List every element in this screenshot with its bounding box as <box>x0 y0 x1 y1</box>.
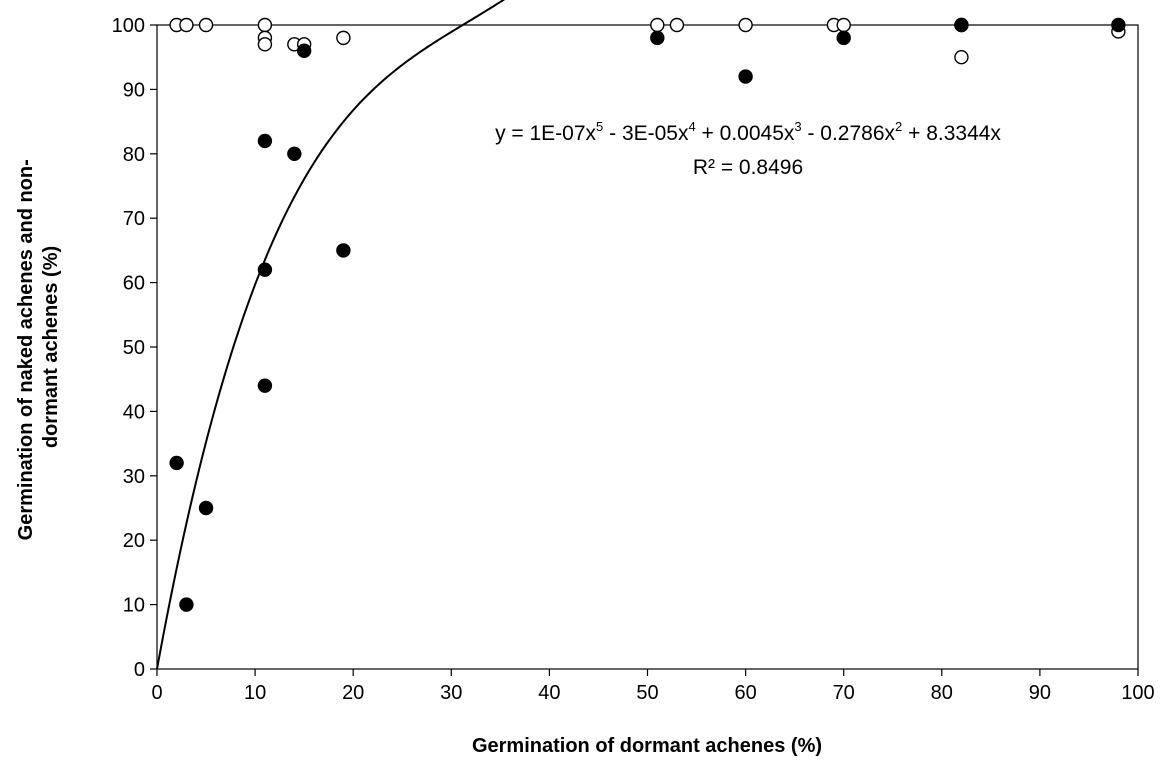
y-tick-label: 30 <box>123 466 145 488</box>
r-squared-label: R² = 0.8496 <box>693 156 803 179</box>
filled-data-point <box>169 455 184 471</box>
x-tick-label: 0 <box>151 682 162 704</box>
x-axis: 0 10 20 30 40 50 60 70 80 90 100 <box>151 669 1155 704</box>
y-tick-label: 100 <box>112 15 145 37</box>
open-data-point <box>198 17 214 33</box>
x-tick-label: 70 <box>833 682 855 704</box>
trendline <box>156 0 506 670</box>
filled-data-point <box>257 133 273 149</box>
y-tick-label: 10 <box>123 595 145 617</box>
filled-data-point <box>738 69 753 84</box>
y-tick-label: 70 <box>123 208 145 230</box>
y-tick-label: 0 <box>134 659 145 681</box>
x-tick-label: 10 <box>244 682 266 704</box>
y-axis: 0 10 20 30 40 50 60 70 80 90 100 <box>112 15 157 681</box>
x-tick-label: 20 <box>342 682 364 704</box>
y-tick-label: 80 <box>123 144 145 166</box>
filled-data-point <box>257 378 273 393</box>
open-data-point <box>954 50 969 65</box>
filled-data-point <box>296 43 312 58</box>
open-data-point <box>336 30 351 46</box>
y-tick-label: 40 <box>123 401 145 423</box>
y-tick-label: 20 <box>123 530 145 552</box>
open-data-point <box>257 17 273 33</box>
open-data-point <box>669 17 685 33</box>
x-tick-label: 90 <box>1029 682 1051 704</box>
filled-data-point <box>836 30 851 46</box>
open-data-point <box>738 17 753 33</box>
filled-data-point <box>257 262 273 277</box>
y-tick-label: 90 <box>123 79 145 101</box>
y-axis-title: Germination of naked achenes and non- do… <box>15 154 62 541</box>
open-data-point <box>650 17 665 33</box>
trendline-equation: y = 1E-07x5 - 3E-05x4 + 0.0045x3 - 0.278… <box>495 119 1001 145</box>
filled-data-point <box>198 500 214 516</box>
filled-data-point <box>1111 17 1126 33</box>
open-data-point <box>836 17 851 33</box>
y-axis-title-line-1: Germination of naked achenes and non- <box>15 159 37 540</box>
filled-data-point <box>954 17 969 33</box>
x-tick-label: 40 <box>538 682 560 704</box>
x-tick-label: 60 <box>734 682 756 704</box>
filled-data-point <box>336 243 351 258</box>
open-data-point <box>257 37 273 52</box>
data-points <box>169 17 1126 612</box>
filled-data-point <box>650 30 665 46</box>
x-tick-label: 30 <box>440 682 462 704</box>
filled-data-point <box>287 146 302 162</box>
y-tick-label: 50 <box>123 337 145 359</box>
y-axis-title-line-2: dormant achenes (%) <box>40 246 62 448</box>
open-data-point <box>179 17 194 33</box>
x-tick-label: 80 <box>931 682 953 704</box>
y-tick-label: 60 <box>123 273 145 295</box>
x-tick-label: 50 <box>636 682 658 704</box>
filled-data-point <box>179 597 194 612</box>
x-tick-label: 100 <box>1121 682 1154 704</box>
x-axis-title: Germination of dormant achenes (%) <box>472 735 822 757</box>
